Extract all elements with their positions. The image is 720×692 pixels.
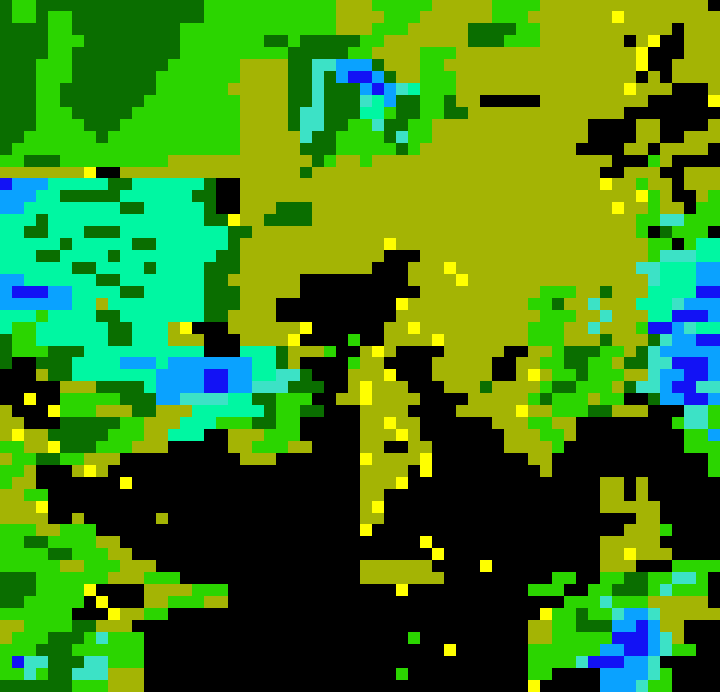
weather-raster-map: [0, 0, 720, 692]
raster-map-canvas: [0, 0, 720, 692]
